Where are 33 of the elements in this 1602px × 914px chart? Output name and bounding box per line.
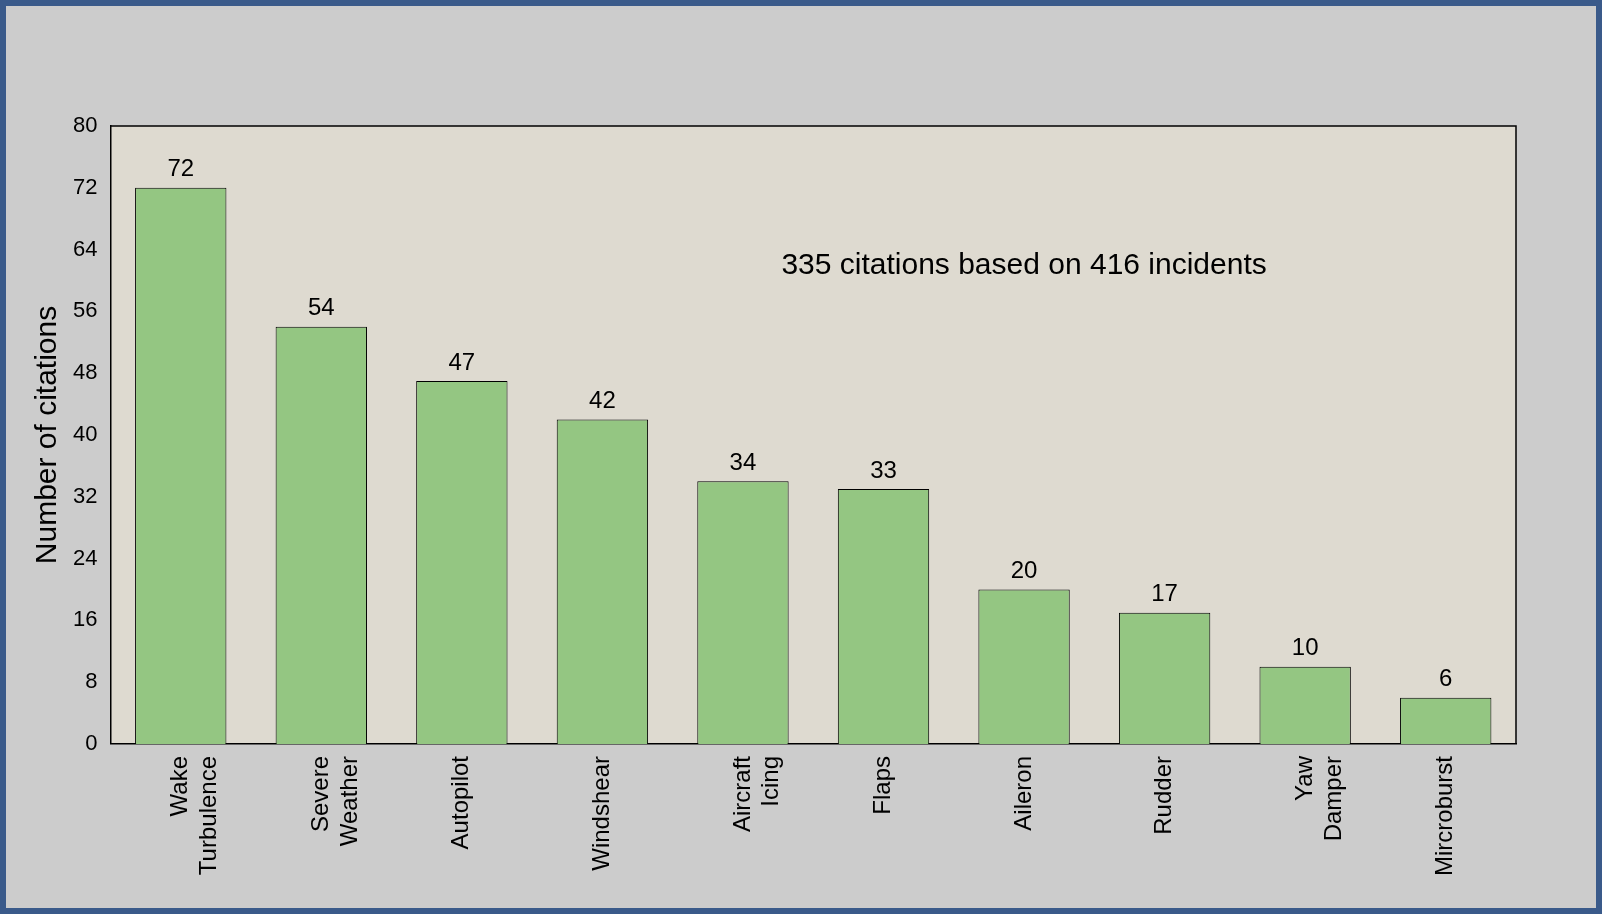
data-label: 42 <box>589 386 616 414</box>
y-tick-label: 40 <box>72 421 98 447</box>
y-tick-label: 32 <box>72 482 98 508</box>
x-tick-label: Flaps <box>868 755 896 815</box>
x-tick-label: Windshear <box>587 755 615 871</box>
data-label: 17 <box>1151 579 1178 607</box>
x-tick-label: Rudder <box>1149 755 1177 835</box>
y-tick-label: 56 <box>72 297 98 323</box>
x-tick-label: Mircroburst <box>1430 755 1458 876</box>
data-label: 34 <box>729 447 757 475</box>
y-tick-label: 80 <box>72 112 98 138</box>
data-label: 72 <box>167 154 195 182</box>
x-tick-label: Yaw Damper <box>1289 755 1346 842</box>
annotation: 335 citations based on 416 incidents <box>781 247 1267 281</box>
y-tick-label: 0 <box>85 730 98 756</box>
y-tick-label: 64 <box>72 235 98 261</box>
data-label: 33 <box>870 455 897 483</box>
y-tick-label: 24 <box>72 544 98 570</box>
y-tick-label: 72 <box>72 173 98 199</box>
y-tick-label: 48 <box>72 359 98 385</box>
x-tick-label: Severe Weather <box>305 755 362 847</box>
data-label: 47 <box>448 347 476 375</box>
data-label: 54 <box>307 293 335 321</box>
x-tick-label: Aileron <box>1008 755 1036 831</box>
x-tick-label: Aircraft Icing <box>727 755 784 832</box>
data-label: 6 <box>1439 664 1453 692</box>
data-label: 20 <box>1010 556 1038 584</box>
x-tick-label: Autopilot <box>446 755 474 850</box>
y-tick-label: 8 <box>85 668 98 694</box>
y-axis-title: Number of citations <box>29 305 63 565</box>
data-label: 10 <box>1291 633 1319 661</box>
x-tick-label: Wake Turbulence <box>165 755 222 876</box>
y-tick-label: 16 <box>72 606 98 632</box>
